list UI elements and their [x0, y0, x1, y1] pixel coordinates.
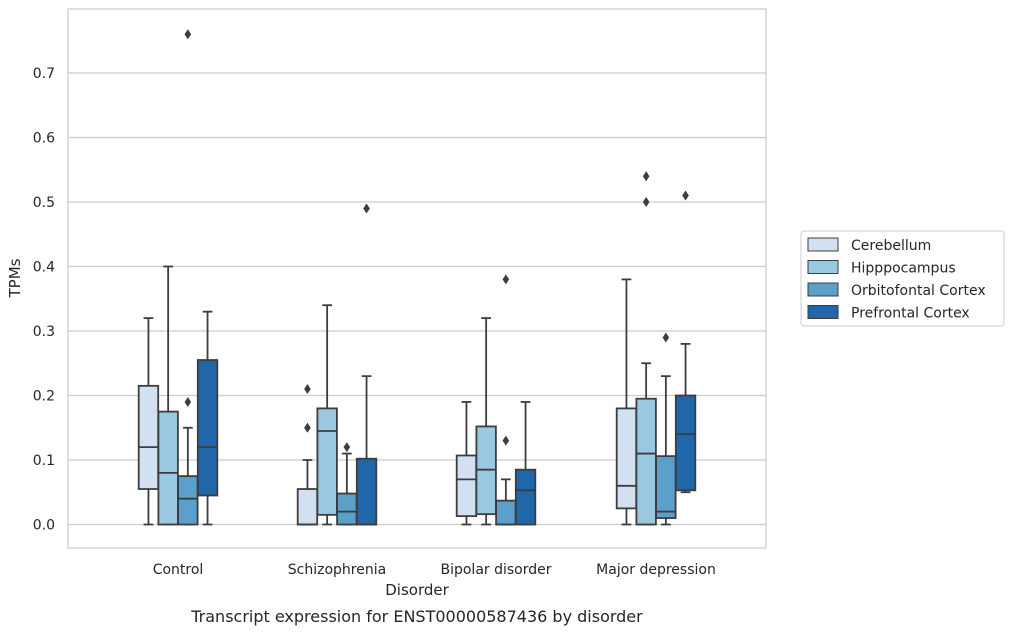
x-tick-label: Schizophrenia [288, 562, 386, 578]
plot-frame [67, 8, 767, 549]
legend-label: Hipppocampus [851, 261, 956, 277]
box-hipppocampus [316, 304, 338, 526]
outlier-point [304, 384, 311, 395]
x-axis-label: Disorder [385, 581, 449, 599]
legend-frame [800, 230, 1005, 327]
outlier-point [343, 442, 351, 453]
x-axis-ticks: Control Schizophrenia Bipolar disorder Majo… [153, 562, 716, 578]
box-iqr [157, 410, 179, 526]
box-iqr [137, 384, 160, 490]
box-cerebellum [455, 401, 478, 526]
box-prefrontal-cortex [674, 190, 697, 494]
box-iqr [674, 394, 697, 492]
box-hipppocampus [157, 265, 179, 526]
outlier-point [642, 197, 650, 207]
y-axis-label: TPMs [6, 258, 24, 298]
y-tick-label: 0.0 [33, 518, 55, 534]
box-iqr [355, 457, 378, 526]
legend-swatch [807, 305, 839, 319]
box-prefrontal-cortex [196, 310, 219, 526]
box-iqr [177, 475, 199, 526]
legend-label: Prefrontal Cortex [851, 306, 970, 322]
box-iqr [455, 454, 478, 518]
outlier-point [642, 171, 650, 182]
box-iqr [635, 397, 657, 526]
box-orbitofontal-cortex [336, 442, 358, 526]
box-prefrontal-cortex [514, 401, 537, 526]
box-prefrontal-cortex [355, 203, 378, 526]
box-iqr [615, 407, 638, 510]
box-iqr [196, 359, 219, 497]
box-iqr [316, 407, 338, 516]
x-tick-label: Bipolar disorder [440, 562, 551, 578]
box-iqr [655, 455, 677, 519]
outlier-point [184, 396, 192, 407]
box-hipppocampus [475, 317, 497, 526]
outlier-point [502, 274, 510, 285]
box-cerebellum [137, 317, 160, 526]
outlier-point [662, 332, 670, 343]
legend: Cerebellum Hipppocampus Orbitofontal Corte… [800, 230, 1005, 327]
box-iqr [336, 492, 358, 526]
y-tick-label: 0.5 [33, 195, 55, 211]
outlier-point [304, 422, 311, 433]
box-orbitofontal-cortex [495, 274, 517, 526]
box-series [137, 29, 697, 526]
legend-label: Orbitofontal Cortex [851, 283, 986, 299]
box-iqr [514, 468, 537, 526]
legend-swatch [807, 260, 839, 274]
y-tick-label: 0.4 [33, 260, 55, 276]
y-axis-ticks: 0.0 0.1 0.2 0.3 0.4 0.5 0.6 0.7 [33, 66, 55, 534]
y-tick-label: 0.2 [33, 389, 55, 405]
x-tick-label: Control [153, 562, 204, 578]
outlier-point [363, 203, 370, 214]
outlier-point [502, 435, 510, 446]
y-tick-label: 0.3 [33, 324, 55, 340]
figure-caption: Transcript expression for ENST0000058743… [190, 607, 643, 626]
y-tick-label: 0.1 [33, 453, 55, 469]
legend-label: Cerebellum [851, 238, 931, 254]
box-iqr [495, 499, 517, 526]
box-orbitofontal-cortex [177, 29, 199, 526]
x-tick-label: Major depression [596, 562, 716, 578]
outlier-point [184, 29, 192, 40]
legend-swatch [807, 237, 839, 252]
y-tick-label: 0.7 [33, 66, 55, 82]
y-tick-label: 0.6 [33, 131, 55, 147]
box-iqr [296, 488, 319, 526]
legend-swatch [807, 282, 839, 297]
outlier-point [682, 190, 689, 201]
